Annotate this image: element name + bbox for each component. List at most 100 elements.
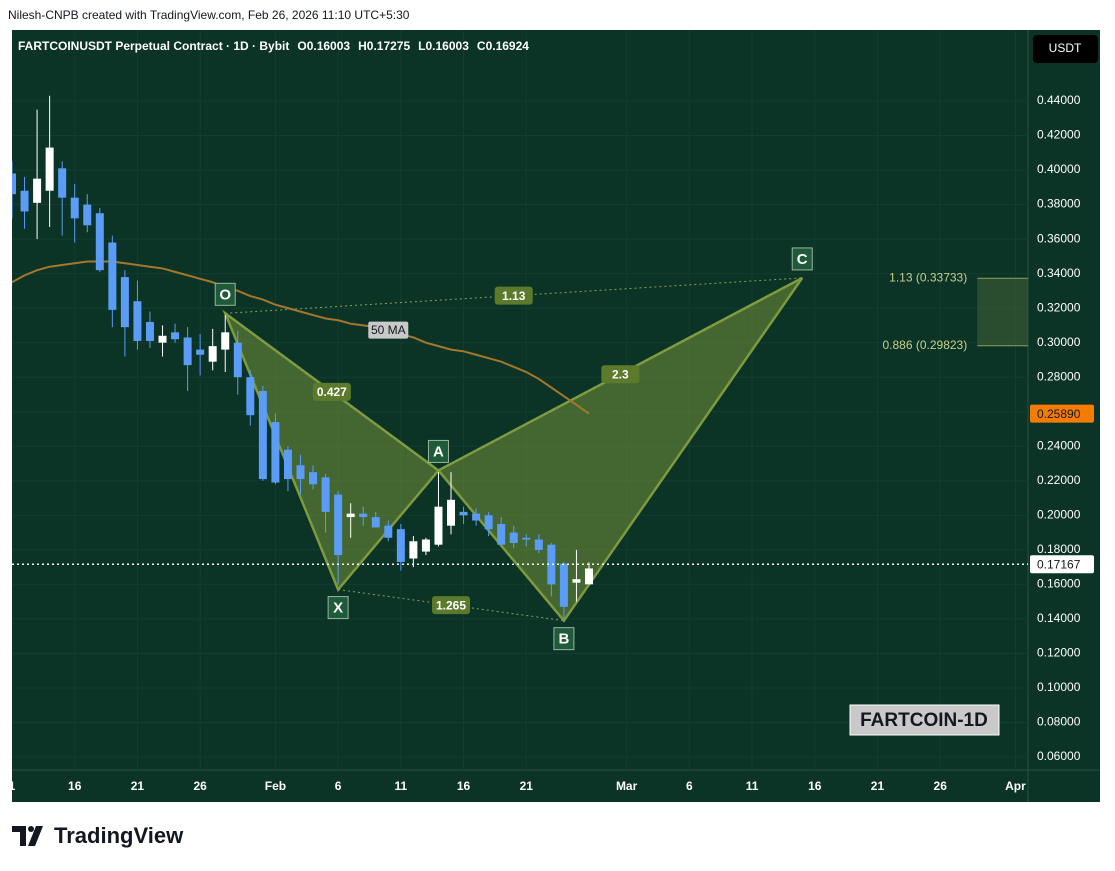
pattern-point-label: O bbox=[219, 286, 231, 303]
x-tick-label: 26 bbox=[193, 779, 207, 793]
y-tick-label: 0.44000 bbox=[1037, 93, 1081, 107]
y-tick-label: 0.24000 bbox=[1037, 438, 1081, 452]
ma-label: 50 MA bbox=[371, 323, 406, 337]
y-tick-label: 0.28000 bbox=[1037, 369, 1081, 383]
candle-body bbox=[334, 494, 343, 556]
candle-body bbox=[95, 213, 104, 271]
ratio-label: 2.3 bbox=[612, 367, 629, 381]
y-tick-label: 0.06000 bbox=[1037, 749, 1081, 763]
ma-price-tag bbox=[1030, 404, 1094, 423]
y-tick-label: 0.36000 bbox=[1037, 231, 1081, 245]
y-tick-label: 0.10000 bbox=[1037, 680, 1081, 694]
y-tick-label: 0.16000 bbox=[1037, 577, 1081, 591]
ohlc-key: C bbox=[477, 39, 486, 53]
ohlc-value: 0.16003 bbox=[426, 39, 470, 53]
x-tick-label: 1 bbox=[9, 779, 16, 793]
x-tick-label: 21 bbox=[871, 779, 885, 793]
pattern-point-box bbox=[791, 247, 813, 271]
y-tick-label: 0.08000 bbox=[1037, 715, 1081, 729]
x-tick-label: Feb bbox=[265, 779, 286, 793]
symbol-title: FARTCOINUSDT Perpetual Contract · 1D · B… bbox=[18, 39, 289, 53]
x-tick-label: 6 bbox=[335, 779, 342, 793]
candle-body bbox=[434, 506, 443, 545]
candle-body bbox=[283, 449, 292, 480]
candle-body bbox=[108, 242, 117, 310]
x-tick-label: 6 bbox=[686, 779, 693, 793]
x-tick-label: 21 bbox=[520, 779, 534, 793]
target-zone bbox=[977, 278, 1028, 346]
candle-body bbox=[12, 173, 16, 195]
ma-label-box bbox=[368, 321, 409, 339]
pattern-point-box bbox=[327, 596, 349, 620]
currency-button[interactable] bbox=[1033, 35, 1098, 63]
logo-icon bbox=[12, 826, 43, 846]
symbol-legend: FARTCOINUSDT Perpetual Contract · 1D · B… bbox=[18, 39, 529, 53]
ratio-label: 1.13 bbox=[502, 289, 526, 303]
candle-body bbox=[183, 337, 192, 366]
candle-body bbox=[271, 422, 280, 483]
target-label: 1.13 (0.33733) bbox=[889, 270, 967, 284]
candle-body bbox=[497, 523, 506, 545]
plot-area: 1.13 (0.33733) 0.886 (0.29823) 0.427 1.265 2… bbox=[12, 30, 1028, 770]
ohlc-value: 0.16003 bbox=[307, 39, 351, 53]
x-tick-label: 21 bbox=[131, 779, 145, 793]
candle-body bbox=[158, 335, 167, 343]
ohlc-value: 0.16924 bbox=[486, 39, 530, 53]
candle-body bbox=[120, 277, 129, 328]
y-tick-label: 0.12000 bbox=[1037, 646, 1081, 660]
candle-body bbox=[133, 301, 142, 341]
ohlc-key: H bbox=[358, 39, 367, 53]
candle-body bbox=[447, 499, 456, 526]
candle-body bbox=[258, 391, 267, 480]
watermark: FARTCOIN-1D bbox=[860, 710, 988, 731]
candle-body bbox=[58, 168, 67, 198]
candle-body bbox=[509, 532, 518, 543]
ohlc-key: O bbox=[297, 39, 306, 53]
brand-name: TradingView bbox=[54, 823, 184, 848]
ratio-label: 1.265 bbox=[436, 598, 466, 612]
y-tick-label: 0.14000 bbox=[1037, 611, 1081, 625]
watermark-box bbox=[849, 704, 1000, 736]
candle-body bbox=[472, 513, 481, 521]
ratio-label-box bbox=[494, 286, 533, 305]
candle-body bbox=[409, 541, 418, 559]
x-tick-label: 16 bbox=[457, 779, 471, 793]
pattern-point-label: B bbox=[558, 631, 569, 648]
candle-body bbox=[70, 197, 79, 219]
y-tick-label: 0.22000 bbox=[1037, 473, 1081, 487]
ratio-line bbox=[224, 312, 439, 471]
candle-body bbox=[559, 563, 568, 607]
brand-logo: TradingView bbox=[12, 823, 184, 848]
ratio-label-box bbox=[432, 596, 471, 615]
candle-body bbox=[359, 513, 368, 518]
ratio-label-box bbox=[312, 382, 351, 401]
candle-body bbox=[371, 517, 380, 528]
y-tick-label: 0.42000 bbox=[1037, 128, 1081, 142]
candle-body bbox=[20, 190, 29, 212]
pattern-point-box bbox=[553, 627, 575, 651]
y-tick-label: 0.38000 bbox=[1037, 197, 1081, 211]
candle-body bbox=[584, 568, 593, 585]
currency-label[interactable]: USDT bbox=[1049, 41, 1082, 55]
x-tick-label: 16 bbox=[68, 779, 82, 793]
attribution: Nilesh-CNPB created with TradingView.com… bbox=[8, 8, 410, 22]
y-tick-label: 0.30000 bbox=[1037, 335, 1081, 349]
last-price-label: 0.17167 bbox=[1037, 557, 1081, 571]
y-tick-label: 0.40000 bbox=[1037, 162, 1081, 176]
candle-body bbox=[421, 539, 430, 552]
y-tick-label: 0.18000 bbox=[1037, 542, 1081, 556]
y-tick-label: 0.34000 bbox=[1037, 266, 1081, 280]
x-tick-label: Apr bbox=[1005, 779, 1026, 793]
axes: 0.06000 0.08000 0.10000 0.12000 0.14000 0.160… bbox=[9, 93, 1094, 793]
candle-body bbox=[484, 515, 493, 530]
candle-body bbox=[171, 332, 180, 340]
candle-body bbox=[309, 472, 318, 485]
y-tick-label: 0.32000 bbox=[1037, 300, 1081, 314]
last-price-tag bbox=[1030, 555, 1094, 574]
y-tick-label: 0.20000 bbox=[1037, 508, 1081, 522]
pattern-point-label: A bbox=[433, 443, 444, 460]
candle-body bbox=[459, 511, 468, 516]
candle-body bbox=[208, 346, 217, 362]
